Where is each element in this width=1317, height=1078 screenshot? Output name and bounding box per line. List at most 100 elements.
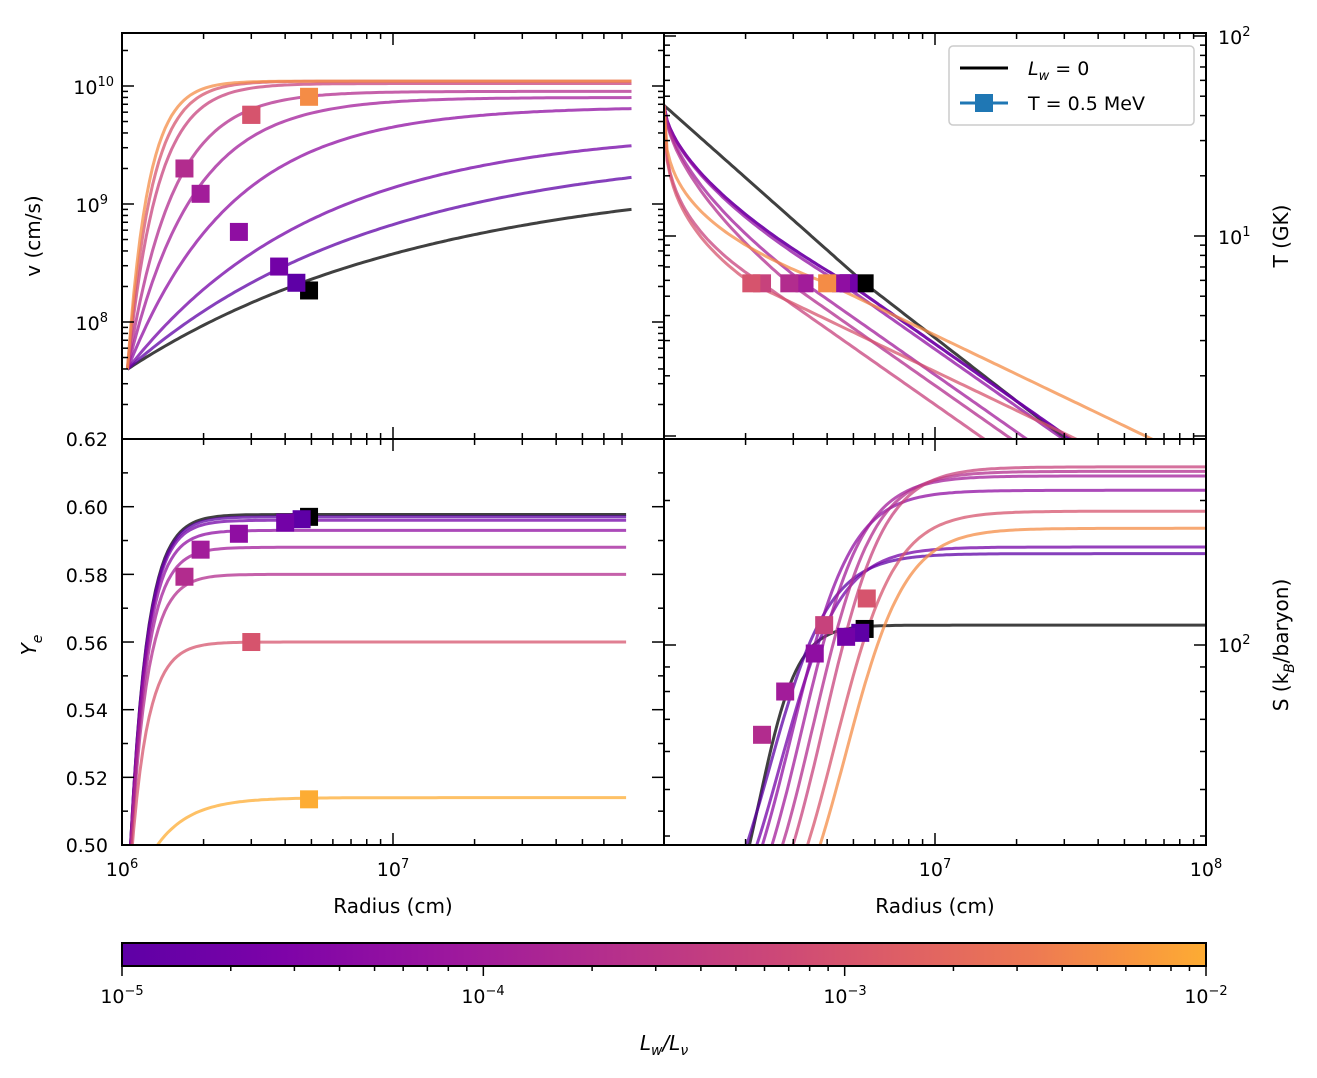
colorbar-tick-1e-2: 10−2: [1184, 984, 1227, 1008]
legend: Lw = 0 T = 0.5 MeV: [948, 45, 1195, 126]
velocity-curve: [126, 107, 632, 370]
tick-label-052: 0.52: [66, 768, 108, 790]
tl-y-tick-labels: 108 109 1010: [73, 75, 114, 335]
colorbar-label: Lw/Lν: [640, 1031, 689, 1059]
velocity-marker: [300, 87, 319, 106]
temperature-curve: [664, 105, 1156, 439]
y-axis-label-ye: Ye: [17, 635, 46, 656]
temperature-curve: [664, 104, 1068, 439]
ye-marker: [292, 510, 311, 529]
bl-y-tick-labels: 0.50 0.52 0.54 0.56 0.58 0.60: [66, 497, 108, 857]
temperature-curve: [664, 105, 1074, 439]
velocity-curve: [125, 79, 632, 370]
x-axis-label-left: Radius (cm): [333, 894, 453, 918]
y-axis-label-temperature: T (GK): [1269, 205, 1293, 269]
velocity-marker: [242, 105, 261, 124]
panel-velocity-curves: [125, 79, 632, 371]
ye-curve: [129, 545, 627, 845]
y-axis-label-velocity: v (cm/s): [21, 195, 45, 276]
ye-marker: [175, 567, 194, 586]
colorbar-tick-1e-4: 10−4: [461, 984, 504, 1008]
entropy-marker: [837, 627, 856, 646]
entropy-marker: [851, 623, 870, 642]
velocity-curve: [126, 175, 632, 371]
tick-label-1e6: 106: [106, 857, 138, 881]
tick-label-1e1-temp: 101: [1218, 225, 1250, 249]
legend-label-marker: T = 0.5 MeV: [1027, 93, 1145, 115]
tick-label-1e7-left: 107: [377, 857, 409, 881]
entropy-curve: [755, 545, 1206, 845]
panel-entropy-curves: [745, 465, 1206, 845]
colorbar-gradient: [121, 942, 1207, 967]
tick-label-056: 0.56: [66, 633, 108, 655]
legend-label-lw0: Lw = 0: [1028, 58, 1089, 84]
ye-curve: [129, 518, 627, 845]
temperature-curve: [664, 105, 1080, 439]
entropy-marker: [857, 589, 876, 608]
entropy-curve: [747, 623, 1206, 845]
ye-curve: [155, 796, 627, 845]
ye-curve: [130, 640, 627, 845]
temperature-marker: [855, 274, 874, 293]
tick-label-1e9: 109: [76, 193, 108, 217]
ye-marker: [300, 790, 319, 809]
entropy-marker: [815, 616, 834, 635]
temperature-marker: [780, 274, 799, 293]
tick-label-054: 0.54: [66, 700, 108, 722]
entropy-curve: [760, 488, 1206, 845]
colorbar: 10−5 10−4 10−3 10−2 Lw/Lν: [100, 942, 1228, 1059]
velocity-curve: [126, 207, 632, 371]
colorbar-tick-1e-5: 10−5: [100, 984, 143, 1008]
temperature-curve: [664, 105, 1066, 439]
velocity-curve: [126, 144, 632, 371]
tick-label-060: 0.60: [66, 497, 108, 519]
colorbar-tick-1e-3: 10−3: [823, 984, 866, 1008]
tick-label-1e2-entropy: 102: [1218, 633, 1250, 657]
x-axis-label-right: Radius (cm): [875, 894, 995, 918]
entropy-curve: [770, 474, 1206, 845]
legend-box: [948, 45, 1195, 126]
velocity-marker: [175, 159, 194, 178]
tick-label-062: 0.62: [66, 429, 108, 451]
temperature-marker: [818, 274, 837, 293]
colorbar-ticks: [121, 966, 1207, 976]
ye-curve: [129, 572, 627, 845]
ye-curve: [129, 528, 627, 845]
tick-label-1e8: 108: [76, 311, 108, 335]
velocity-marker: [229, 222, 248, 241]
tick-label-1e8: 108: [1190, 857, 1222, 881]
velocity-marker: [191, 184, 210, 203]
y-axis-label-entropy: S (kB/baryon): [1269, 579, 1298, 712]
panel-temperature-curves: [664, 104, 1156, 439]
ye-marker: [276, 513, 295, 532]
tick-label-1e2-temp: 102: [1218, 25, 1250, 49]
x-tick-labels: 106 107 107 108: [106, 857, 1222, 881]
temperature-curve: [664, 105, 1014, 439]
velocity-curve: [125, 96, 632, 370]
ye-marker: [191, 540, 210, 559]
ye-curve: [129, 513, 627, 845]
panel-ye-curves: [129, 507, 627, 845]
velocity-marker: [287, 273, 306, 292]
ye-marker: [242, 633, 261, 652]
temperature-marker: [742, 274, 761, 293]
legend-square-marker: [975, 94, 993, 112]
entropy-marker: [805, 644, 824, 663]
tick-label-050: 0.50: [66, 835, 108, 857]
entropy-curve: [805, 509, 1206, 845]
temperature-marker: [832, 274, 851, 293]
velocity-marker: [270, 257, 289, 276]
temperature-curve: [664, 105, 1030, 439]
ye-marker: [229, 524, 248, 543]
tick-label-1e7-right: 107: [919, 857, 951, 881]
entropy-curve: [818, 526, 1206, 845]
entropy-curve: [791, 465, 1206, 845]
velocity-curve: [125, 82, 632, 370]
entropy-marker: [753, 725, 772, 744]
tick-label-1e10: 1010: [73, 75, 114, 99]
entropy-marker: [776, 682, 795, 701]
tick-label-058: 0.58: [66, 565, 108, 587]
temperature-marker: [795, 274, 814, 293]
ye-curve: [129, 515, 627, 845]
